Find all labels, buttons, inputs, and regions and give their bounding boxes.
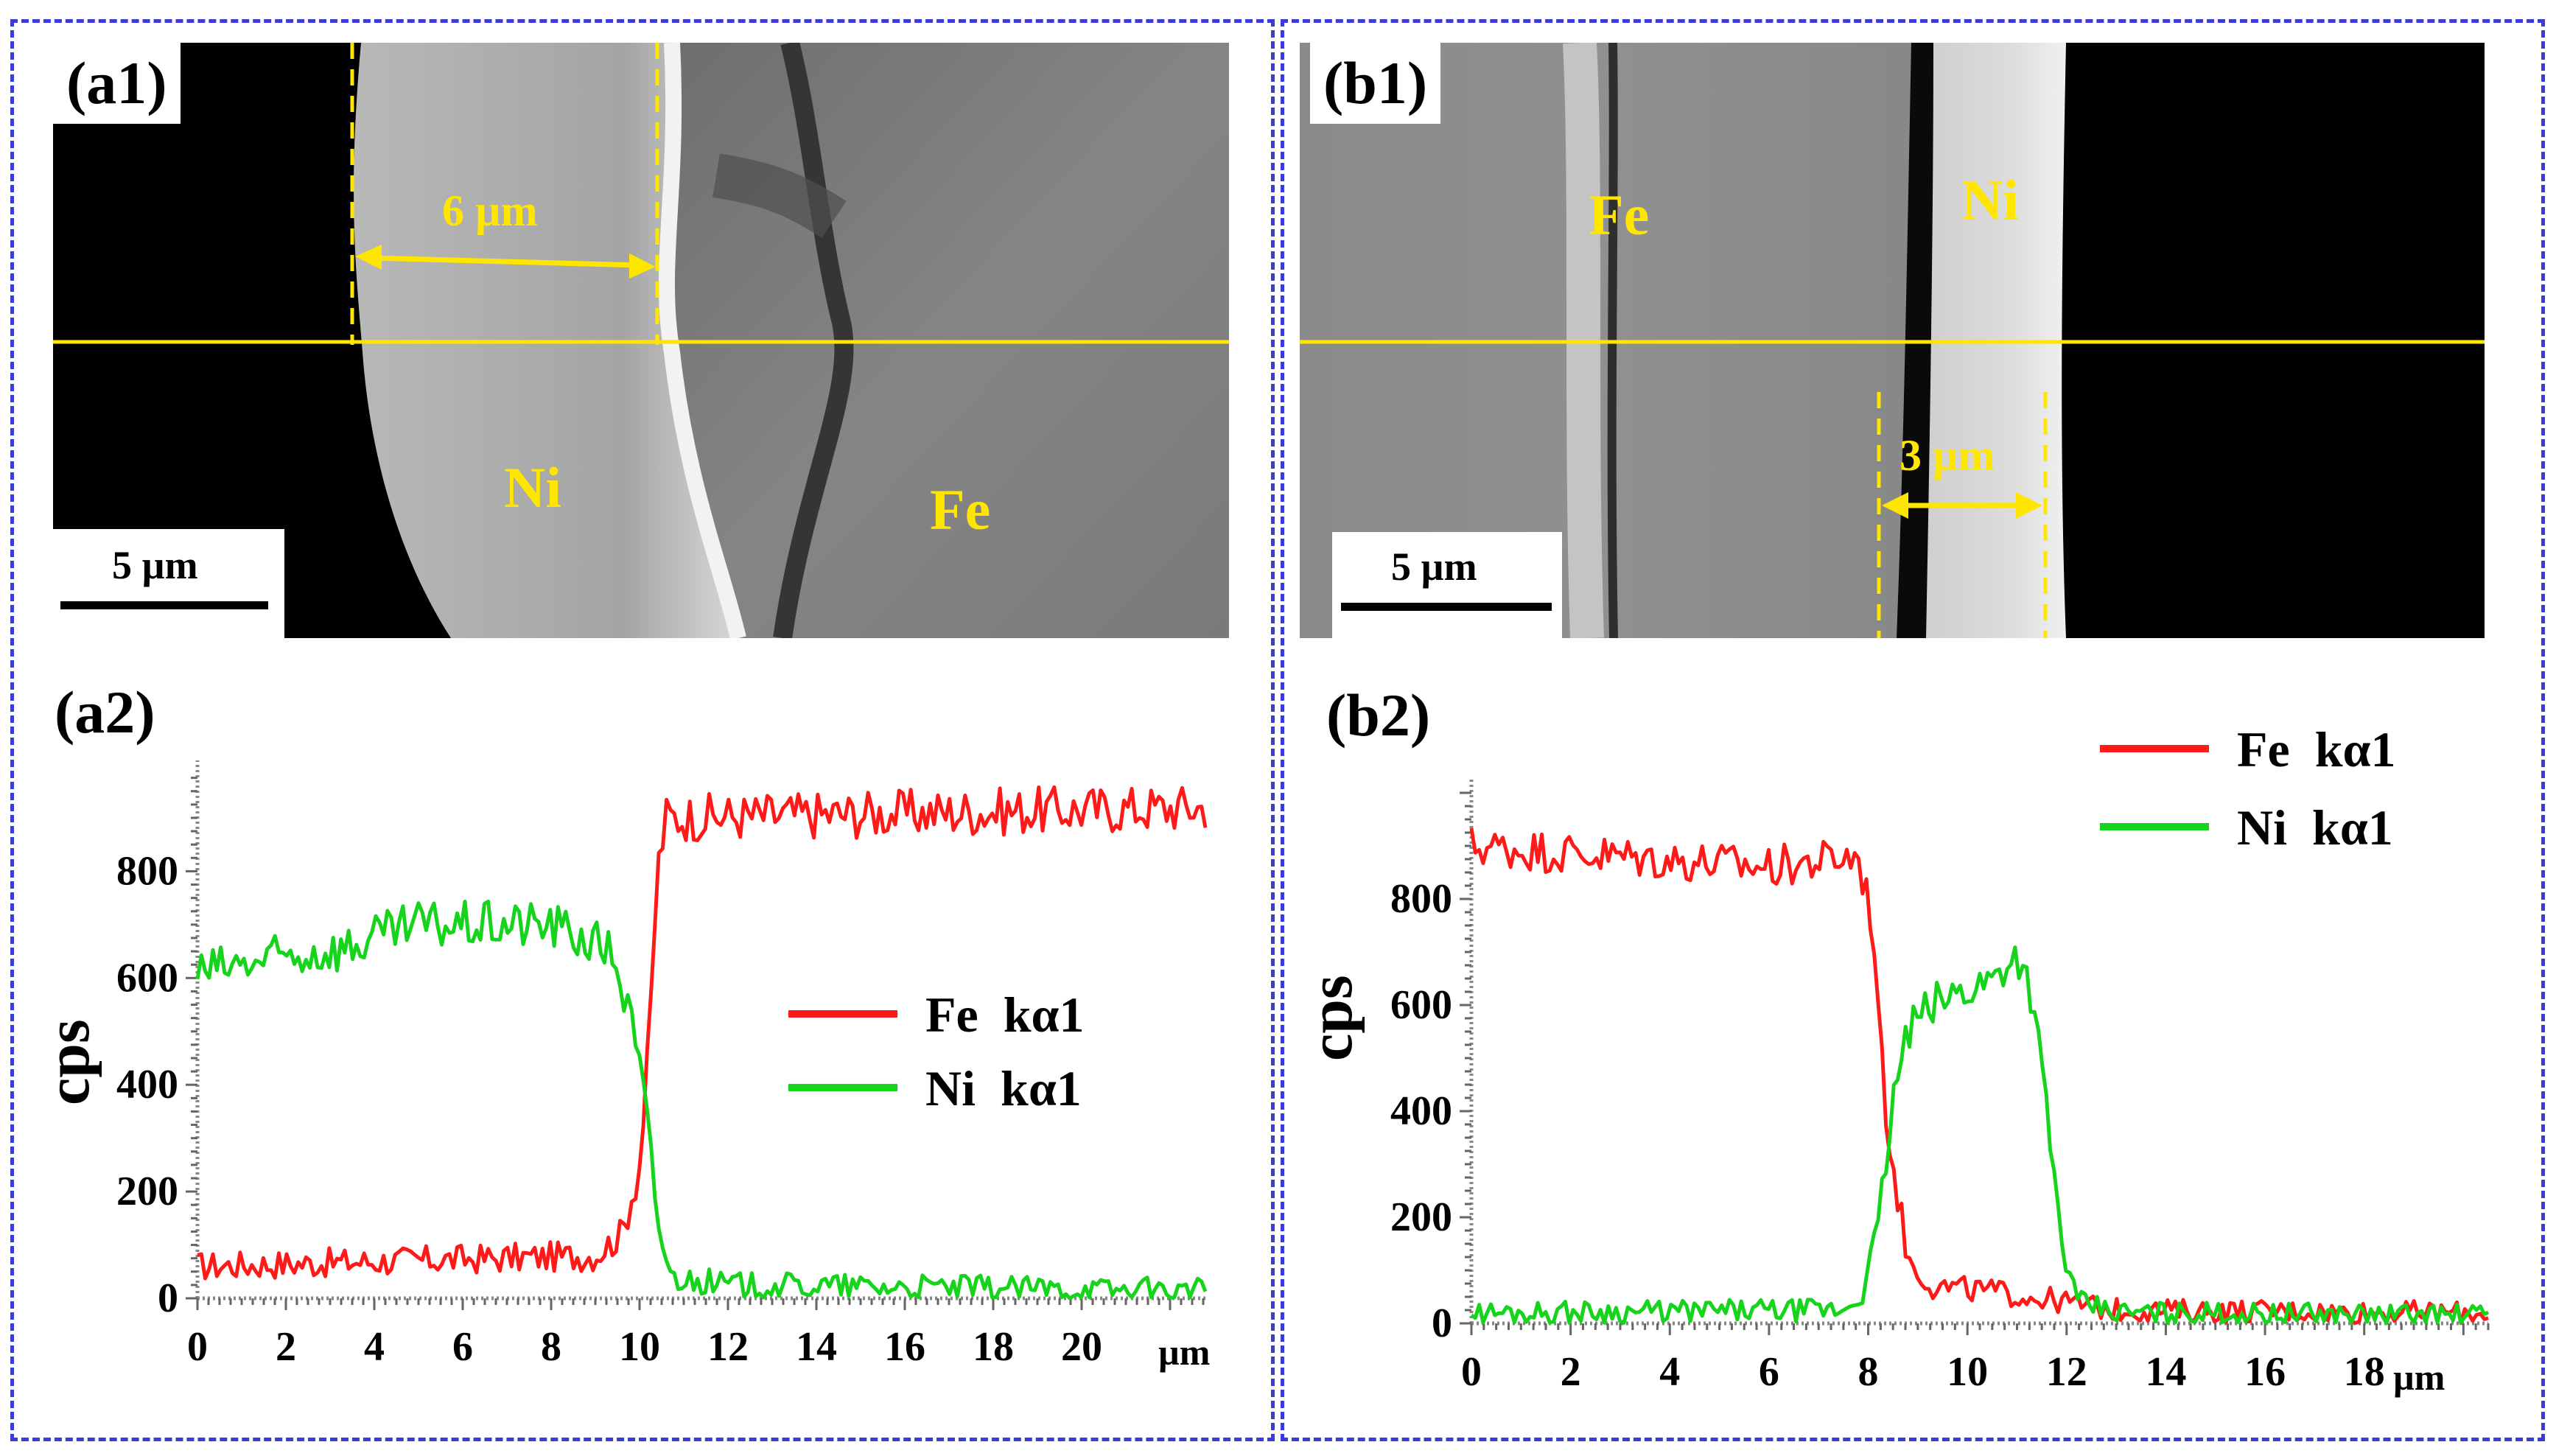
- width-arrow-a1: [371, 255, 640, 268]
- plot-label-a2: (a2): [55, 679, 155, 746]
- phase-label-fe-b1: Fe: [1589, 183, 1649, 247]
- scale-bar-box-b1: 5 µm: [1332, 532, 1562, 638]
- x-tick-label: 10: [619, 1324, 660, 1370]
- ni-profile-line: [1470, 945, 2490, 1326]
- panel-a-frame: [10, 19, 1275, 1441]
- y-tick-label: 200: [116, 1169, 178, 1214]
- phase-label-fe-a1: Fe: [930, 477, 990, 542]
- width-annotation-b1: 3 µm: [1900, 431, 1995, 480]
- y-tick-label: 600: [1390, 982, 1452, 1028]
- x-tick-label: 18: [2344, 1349, 2385, 1395]
- width-annotation-a1: 6 µm: [442, 186, 538, 235]
- legend-label: Fe kα1: [925, 987, 1085, 1043]
- arrowhead-right-b1: [2016, 492, 2042, 519]
- x-tick-label: 8: [1858, 1349, 1879, 1395]
- y-tick-label: 0: [1432, 1301, 1452, 1346]
- image-label-a1: (a1): [53, 43, 181, 124]
- legend-label: Fe kα1: [2237, 721, 2396, 777]
- legend-label: Ni kα1: [2237, 799, 2393, 855]
- x-tick-label: 4: [1659, 1349, 1680, 1395]
- arrowhead-right-a1: [629, 253, 656, 279]
- x-tick-label: 14: [2145, 1349, 2186, 1395]
- x-tick-label: 0: [187, 1324, 208, 1370]
- y-tick-label: 800: [1390, 876, 1452, 922]
- y-tick-label: 400: [1390, 1088, 1452, 1134]
- phase-label-ni-b1: Ni: [1961, 168, 2019, 232]
- x-axis-unit-label: µm: [2393, 1357, 2445, 1398]
- y-tick-label: 400: [116, 1062, 178, 1107]
- scale-bar-b1: [1341, 603, 1552, 611]
- y-tick-label: 600: [116, 955, 178, 1001]
- x-tick-label: 6: [1759, 1349, 1779, 1395]
- scale-bar-label-a1: 5 µm: [112, 543, 198, 587]
- sem-image-a1-graphic: 6 µm Ni Fe: [53, 43, 1229, 638]
- fe-dark-patch: [712, 153, 847, 239]
- y-tick-label: 200: [1390, 1194, 1452, 1240]
- sem-image-b1: 3 µm Fe Ni 5 µm (b1): [1300, 43, 2485, 638]
- x-tick-label: 18: [973, 1324, 1014, 1370]
- x-tick-label: 8: [541, 1324, 561, 1370]
- y-tick-label: 0: [158, 1275, 178, 1321]
- x-tick-label: 0: [1461, 1349, 1482, 1395]
- fe-profile-line: [197, 785, 1208, 1281]
- legend-label: Ni kα1: [925, 1060, 1082, 1116]
- fe-profile-line: [1469, 827, 2489, 1325]
- image-label-b1: (b1): [1310, 43, 1441, 124]
- x-tick-label: 12: [2046, 1349, 2087, 1395]
- sem-image-a1: 6 µm Ni Fe 5 µm (a1): [53, 43, 1229, 638]
- x-tick-label: 4: [364, 1324, 385, 1370]
- scale-bar-a1: [60, 601, 268, 609]
- x-tick-label: 6: [452, 1324, 473, 1370]
- x-tick-label: 14: [796, 1324, 837, 1370]
- y-tick-label: 800: [116, 848, 178, 894]
- x-tick-label: 20: [1061, 1324, 1102, 1370]
- fe-grain-boundary: [1563, 43, 1604, 638]
- ni-fe-interface-edge: [659, 43, 746, 638]
- ni-profile-line: [195, 899, 1208, 1301]
- phase-label-ni-a1: Ni: [504, 455, 561, 519]
- scale-bar-label-b1: 5 µm: [1391, 545, 1477, 589]
- plot-label-b2: (b2): [1326, 682, 1431, 749]
- x-tick-label: 16: [2244, 1349, 2286, 1395]
- panel-b-frame: [1281, 19, 2545, 1441]
- arrowhead-left-b1: [1882, 492, 1908, 519]
- scale-bar-box-a1: 5 µm: [53, 529, 284, 638]
- fe-grain-crack-b1: [1607, 43, 1618, 638]
- x-tick-label: 2: [1561, 1349, 1581, 1395]
- fe-grain-crack: [773, 43, 854, 638]
- x-tick-label: 16: [884, 1324, 925, 1370]
- arrowhead-left-a1: [355, 245, 382, 270]
- x-tick-label: 10: [1947, 1349, 1988, 1395]
- x-tick-label: 2: [276, 1324, 296, 1370]
- x-tick-label: 12: [707, 1324, 749, 1370]
- x-axis-unit-label: µm: [1158, 1331, 1210, 1373]
